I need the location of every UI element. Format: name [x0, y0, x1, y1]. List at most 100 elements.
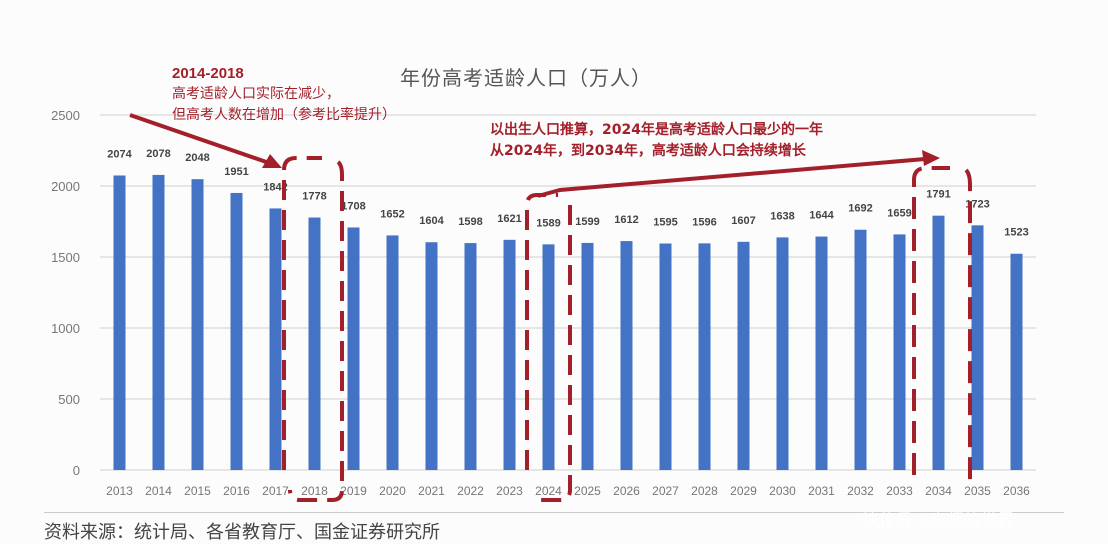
bar-value-label: 1692 — [848, 203, 872, 215]
x-tick-label: 2020 — [379, 484, 406, 498]
y-tick-label: 1500 — [51, 250, 80, 265]
annotation-left-line1: 高考适龄人口实际在减少， — [172, 86, 340, 102]
bar-value-label: 1612 — [614, 214, 638, 226]
arrow-left — [129, 113, 276, 167]
annotation-left-heading: 2014-2018 — [172, 65, 244, 82]
bar — [893, 234, 906, 470]
y-tick-label: 500 — [58, 392, 80, 407]
bar-value-label: 1791 — [926, 189, 950, 201]
source-note: 资料来源：统计局、各省教育厅、国金证券研究所 — [44, 522, 440, 543]
bar — [386, 235, 399, 470]
bar-value-label: 2078 — [146, 148, 170, 160]
bar — [815, 236, 828, 470]
x-tick-label: 2029 — [730, 484, 757, 498]
highlight-box-2034 — [912, 166, 972, 485]
bar-value-label: 1621 — [497, 213, 521, 225]
y-tick-label: 0 — [73, 463, 80, 478]
bar-value-label: 1638 — [770, 210, 794, 222]
bar-value-label: 1598 — [458, 216, 482, 228]
highlight-box-2024 — [525, 193, 572, 502]
x-tick-label: 2022 — [457, 484, 484, 498]
bar — [581, 242, 594, 470]
x-tick-label: 2036 — [1003, 484, 1030, 498]
bar-value-label: 1523 — [1004, 227, 1028, 239]
x-tick-label: 2032 — [847, 484, 874, 498]
annotation-right-line2: 从2024年，到2034年，高考适龄人口会持续增长 — [490, 143, 806, 159]
bar — [425, 242, 438, 470]
annotation-right-line1: 以出生人口推算，2024年是高考适龄人口最少的一年 — [490, 122, 823, 138]
x-tick-label: 2027 — [652, 484, 679, 498]
bar-value-label: 1599 — [575, 216, 599, 228]
x-tick-label: 2021 — [418, 484, 445, 498]
bar-value-label: 1652 — [380, 208, 404, 220]
bar-value-label: 1596 — [692, 216, 716, 228]
x-axis-ticks: 2013 2014 2015 2016 2017 2018 2019 2020 2021 2022… — [106, 484, 1030, 498]
y-axis-ticks: 0 500 1000 1500 2000 2500 — [51, 108, 80, 478]
bar — [191, 179, 204, 470]
bar — [776, 237, 789, 470]
x-tick-label: 2035 — [964, 484, 991, 498]
bar-value-label: 2048 — [185, 152, 209, 164]
x-tick-label: 2017 — [262, 484, 289, 498]
y-tick-label: 2000 — [51, 179, 80, 194]
bar — [854, 229, 867, 470]
bar-value-label: 1842 — [263, 181, 287, 193]
bar-value-label: 1595 — [653, 217, 677, 229]
bar — [503, 239, 516, 470]
bar — [464, 243, 477, 470]
bar — [737, 241, 750, 470]
x-tick-label: 2028 — [691, 484, 718, 498]
x-tick-label: 2030 — [769, 484, 796, 498]
annotation-right: 以出生人口推算，2024年是高考适龄人口最少的一年 从2024年，到2034年，… — [490, 120, 823, 162]
bar-value-label: 1778 — [302, 191, 326, 203]
bar — [542, 244, 555, 470]
bar — [698, 243, 711, 470]
bar-value-label: 1607 — [731, 215, 755, 227]
footer-divider — [44, 512, 1064, 513]
bar — [152, 174, 165, 470]
bar — [659, 243, 672, 470]
annotation-marks — [129, 113, 972, 502]
bar-chart: 0 500 1000 1500 2000 2500 2074 2078 2048 1951 184… — [51, 108, 1036, 502]
watermark: 快传号 / 李师的世界 — [862, 511, 1015, 531]
x-tick-label: 2014 — [145, 484, 172, 498]
bar-value-label: 1589 — [536, 217, 560, 229]
x-tick-label: 2023 — [496, 484, 523, 498]
bar — [230, 192, 243, 470]
x-tick-label: 2018 — [301, 484, 328, 498]
bar — [971, 225, 984, 470]
bar — [620, 241, 633, 470]
x-tick-label: 2019 — [340, 484, 367, 498]
bar-value-label: 1951 — [224, 166, 248, 178]
x-tick-label: 2013 — [106, 484, 133, 498]
arrow-left-head — [262, 154, 282, 168]
bar-value-label: 1604 — [419, 215, 444, 227]
x-tick-label: 2025 — [574, 484, 601, 498]
bar-value-label: 1659 — [887, 207, 911, 219]
arrow-right — [537, 157, 926, 198]
bar — [269, 208, 282, 470]
bar — [932, 215, 945, 470]
x-tick-label: 2015 — [184, 484, 211, 498]
x-tick-label: 2024 — [535, 484, 562, 498]
chart-title: 年份高考适龄人口（万人） — [400, 66, 652, 90]
x-tick-label: 2033 — [886, 484, 913, 498]
x-tick-label: 2016 — [223, 484, 250, 498]
bars — [113, 174, 1023, 470]
annotation-left-line2: 但高考人数在增加（参考比率提升） — [172, 107, 396, 123]
y-tick-label: 2500 — [51, 108, 80, 123]
y-tick-label: 1000 — [51, 321, 80, 336]
bar — [1010, 253, 1023, 470]
x-tick-label: 2031 — [808, 484, 835, 498]
bar-value-label: 1644 — [809, 210, 834, 222]
bar — [113, 175, 126, 470]
bar-value-label: 1708 — [341, 200, 365, 212]
arrow-right-head — [922, 150, 940, 166]
x-tick-label: 2034 — [925, 484, 952, 498]
x-tick-label: 2026 — [613, 484, 640, 498]
bar — [347, 227, 360, 470]
highlight-box-2018 — [282, 156, 344, 502]
annotation-left: 2014-2018 高考适龄人口实际在减少， 但高考人数在增加（参考比率提升） — [172, 63, 396, 126]
bar — [308, 217, 321, 470]
bar-value-label: 2074 — [107, 148, 132, 160]
